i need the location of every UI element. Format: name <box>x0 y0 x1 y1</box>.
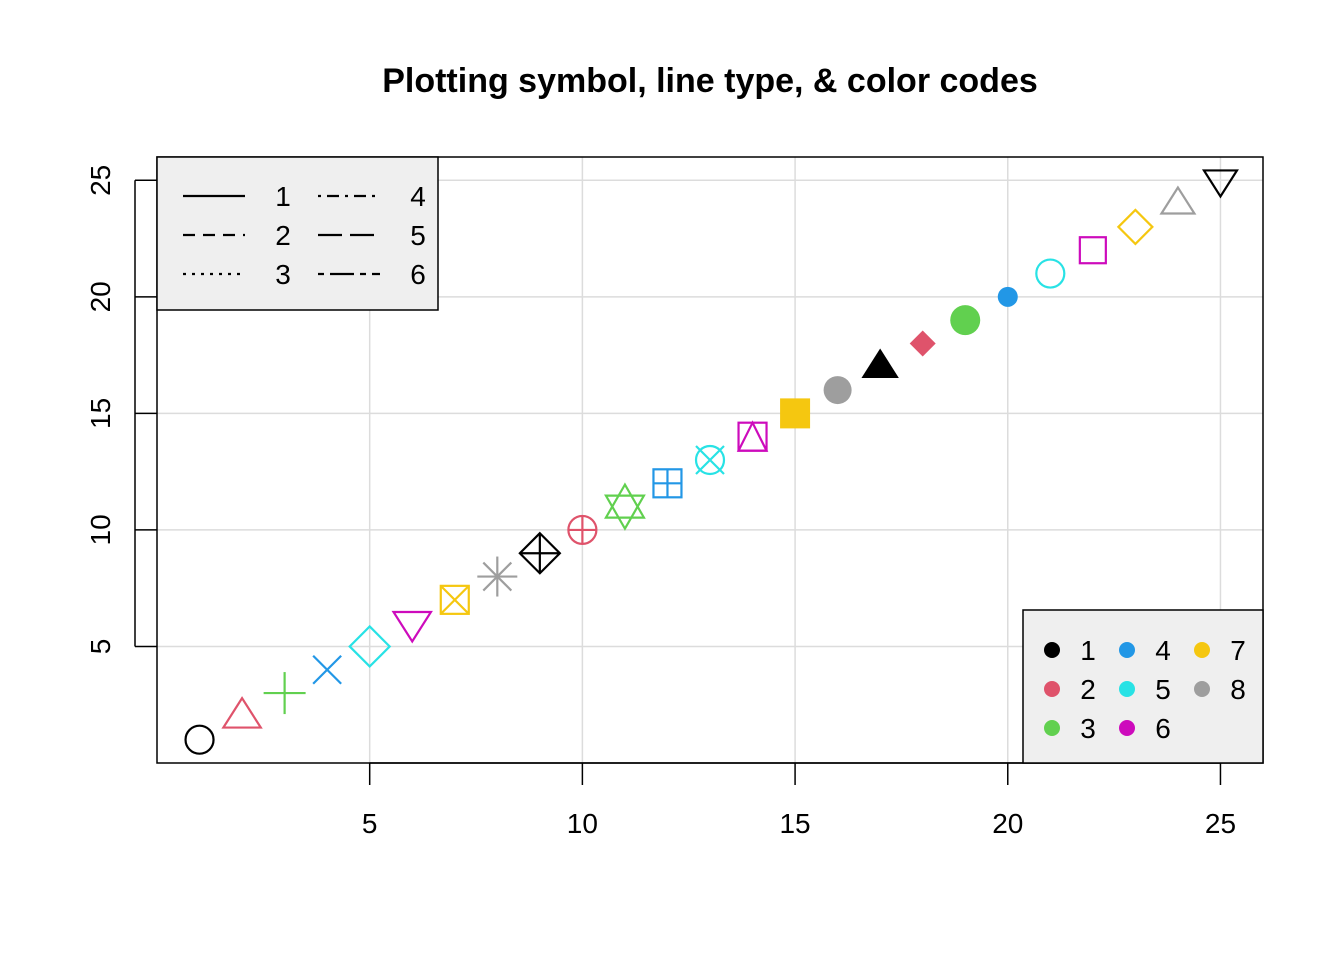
data-point <box>997 286 1018 307</box>
legend-color-dot <box>1119 681 1135 697</box>
data-point <box>567 514 598 546</box>
legend-color-dot <box>1119 642 1135 658</box>
legend-color-dot <box>1044 720 1060 736</box>
data-point <box>263 672 306 715</box>
data-point <box>861 348 899 378</box>
x-tick-label: 15 <box>779 808 810 839</box>
legend-color-label: 1 <box>1080 635 1096 666</box>
data-point <box>909 330 936 357</box>
plot-frame <box>156 156 1264 764</box>
points <box>184 169 1239 755</box>
legend-linetype-label: 2 <box>275 220 291 251</box>
y-tick-label: 10 <box>85 514 116 545</box>
legend-linetype-label: 6 <box>410 259 426 290</box>
data-point <box>823 376 852 405</box>
legend-linetypes: 1 2 3 4 5 6 <box>156 156 439 311</box>
data-point <box>652 468 683 499</box>
data-point <box>1078 236 1107 265</box>
y-tick-label: 25 <box>85 165 116 196</box>
data-point <box>736 420 769 452</box>
data-point <box>477 556 518 597</box>
x-tick-label: 5 <box>362 808 378 839</box>
y-tick-label: 20 <box>85 281 116 312</box>
data-point <box>221 696 263 729</box>
legend-color-label: 2 <box>1080 674 1096 705</box>
x-tick-label: 10 <box>567 808 598 839</box>
data-point <box>312 654 342 685</box>
x-tick-label: 20 <box>992 808 1023 839</box>
legend-color-dot <box>1119 720 1135 736</box>
legend-color-label: 7 <box>1230 635 1246 666</box>
legend-color-dot <box>1194 681 1210 697</box>
data-point <box>694 444 726 476</box>
legend-colors: 1 2 3 4 5 6 7 8 <box>1022 609 1264 764</box>
data-point <box>1116 208 1154 246</box>
legend-linetype-label: 3 <box>275 259 291 290</box>
legend-color-dot <box>1044 681 1060 697</box>
data-point <box>1201 169 1239 199</box>
legend-color-label: 5 <box>1155 674 1171 705</box>
legend-linetype-label: 4 <box>410 181 426 212</box>
data-point <box>348 624 392 669</box>
data-point <box>604 482 646 531</box>
data-point <box>780 398 811 429</box>
data-point <box>1035 258 1066 289</box>
data-point <box>518 531 562 575</box>
legend-color-label: 6 <box>1155 713 1171 744</box>
legend-color-label: 4 <box>1155 635 1171 666</box>
legend-colors-box <box>1022 609 1264 764</box>
data-point <box>391 610 433 644</box>
x-tick-label: 25 <box>1205 808 1236 839</box>
data-point <box>439 584 470 615</box>
y-tick-label: 15 <box>85 398 116 429</box>
y-tick-label: 5 <box>85 639 116 655</box>
data-point <box>1159 185 1197 215</box>
legend-color-dot <box>1194 642 1210 658</box>
data-point <box>950 305 981 336</box>
data-point <box>184 724 215 755</box>
legend-color-dot <box>1044 642 1060 658</box>
legend-linetype-label: 5 <box>410 220 426 251</box>
legend-linetypes-box <box>156 156 439 311</box>
legend-color-label: 8 <box>1230 674 1246 705</box>
legend-linetype-label: 1 <box>275 181 291 212</box>
chart-title: Plotting symbol, line type, & color code… <box>382 62 1038 100</box>
legend-color-label: 3 <box>1080 713 1096 744</box>
grid <box>157 157 1263 763</box>
